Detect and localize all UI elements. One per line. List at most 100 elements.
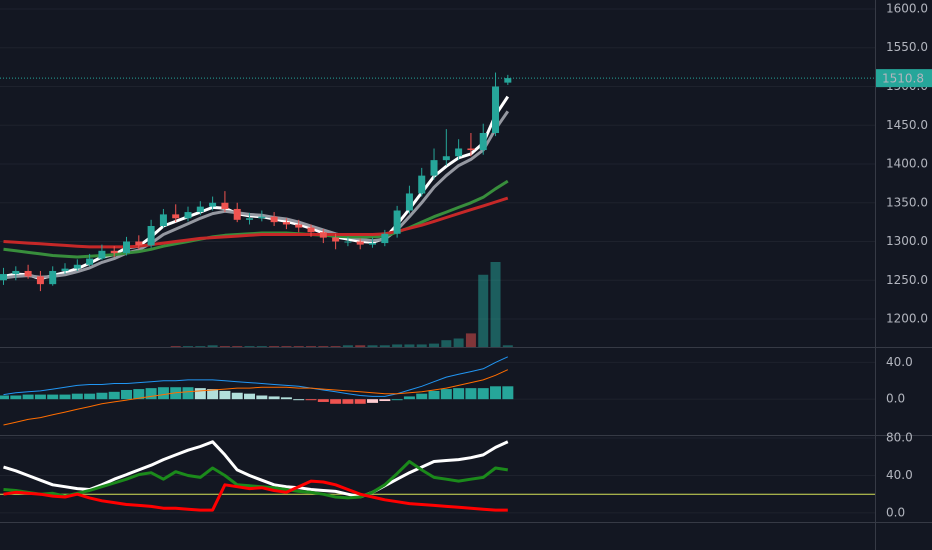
- y-tick-label: 1550.0: [886, 40, 928, 54]
- candle-body: [159, 214, 167, 227]
- y-tick-label: 1250.0: [886, 273, 928, 287]
- volume-bar: [367, 345, 378, 347]
- histogram-bar: [244, 393, 256, 400]
- volume-bar: [453, 338, 464, 347]
- histogram-bar: [342, 399, 354, 404]
- volume-bar: [490, 262, 501, 347]
- volume-bar: [330, 346, 341, 347]
- candle-body: [86, 258, 94, 265]
- histogram-bar: [0, 395, 10, 400]
- histogram-bar: [133, 389, 145, 400]
- indicator-line: [3, 440, 509, 499]
- indicator-line: [3, 110, 510, 280]
- histogram-bar: [194, 388, 206, 400]
- histogram-bar: [367, 399, 379, 403]
- histogram-bar: [10, 395, 22, 400]
- histogram-bar: [22, 394, 34, 400]
- candle-body: [172, 214, 180, 219]
- histogram-bar: [84, 393, 96, 400]
- histogram-bar: [403, 396, 415, 400]
- volume-bar: [244, 346, 255, 347]
- candle-body: [332, 237, 340, 242]
- histogram-bar: [219, 390, 231, 400]
- volume-bar: [429, 343, 440, 347]
- candle-body: [209, 202, 217, 207]
- volume-bar: [306, 346, 317, 347]
- histogram-bar: [108, 391, 120, 400]
- histogram-bar: [330, 399, 342, 404]
- y-tick-label: 40.0: [886, 355, 913, 369]
- candle-body: [381, 233, 389, 244]
- candle-body: [492, 86, 500, 134]
- histogram-bar: [440, 389, 452, 400]
- volume-bar: [502, 345, 513, 347]
- histogram-bar: [428, 390, 440, 400]
- volume-bar: [170, 346, 181, 347]
- volume-bar: [293, 346, 304, 347]
- candle-body: [369, 243, 377, 245]
- y-tick-label: 1450.0: [886, 118, 928, 132]
- candle-body: [307, 227, 315, 233]
- candle-body: [61, 268, 69, 271]
- last-price-label: 1510.8: [882, 72, 924, 86]
- histogram-bar: [34, 394, 46, 400]
- y-tick-label: 1200.0: [886, 312, 928, 326]
- indicator-line: [3, 356, 509, 397]
- histogram-bar: [490, 386, 502, 400]
- candle-body: [36, 276, 44, 285]
- volume-bar: [232, 346, 243, 347]
- candle-body: [504, 78, 512, 83]
- histogram-bar: [379, 399, 391, 402]
- candle-body: [196, 206, 204, 213]
- volume-bar: [379, 345, 390, 347]
- histogram-bar: [465, 388, 477, 400]
- histogram-bar: [293, 399, 305, 401]
- histogram-bar: [305, 399, 317, 401]
- y-tick-label: 0.0: [886, 505, 905, 519]
- candle-body: [110, 250, 118, 254]
- volume-bar: [478, 274, 489, 347]
- candle-body: [246, 218, 254, 220]
- plot: [0, 72, 875, 512]
- last-price-box: [876, 69, 932, 88]
- candle-body: [442, 156, 450, 161]
- candle-body: [184, 212, 192, 219]
- histogram-bar: [47, 394, 59, 400]
- candle-body: [24, 270, 32, 277]
- candle-body: [295, 224, 303, 228]
- volume-bar: [416, 344, 427, 347]
- histogram-bar: [317, 399, 329, 402]
- histogram-bar: [71, 393, 83, 400]
- histogram-bar: [207, 389, 219, 400]
- candle-body: [282, 222, 290, 225]
- histogram-bar: [354, 399, 366, 404]
- candle-body: [49, 270, 57, 285]
- histogram-bar: [231, 392, 243, 400]
- volume-bar: [183, 346, 194, 347]
- volume-bar: [281, 346, 292, 347]
- candle-body: [233, 208, 241, 220]
- candle-body: [393, 210, 401, 234]
- volume-bar: [404, 344, 415, 347]
- volume-bar: [318, 346, 329, 347]
- histogram-bar: [391, 399, 403, 401]
- histogram-bar: [416, 393, 428, 400]
- y-tick-label: 1300.0: [886, 234, 928, 248]
- candle-body: [98, 250, 106, 259]
- indicator-line: [3, 460, 509, 500]
- volume-bar: [207, 345, 218, 347]
- indicator-line: [3, 479, 508, 512]
- indicator-line: [3, 369, 509, 426]
- histogram-bar: [453, 388, 465, 400]
- histogram-bar: [268, 396, 280, 400]
- candle-body: [344, 241, 352, 243]
- volume-bar: [392, 344, 403, 347]
- volume-bar: [269, 346, 280, 347]
- histogram-bar: [280, 397, 292, 400]
- candle-body: [221, 202, 229, 209]
- candle-body: [0, 274, 8, 281]
- histogram-bar: [145, 388, 157, 400]
